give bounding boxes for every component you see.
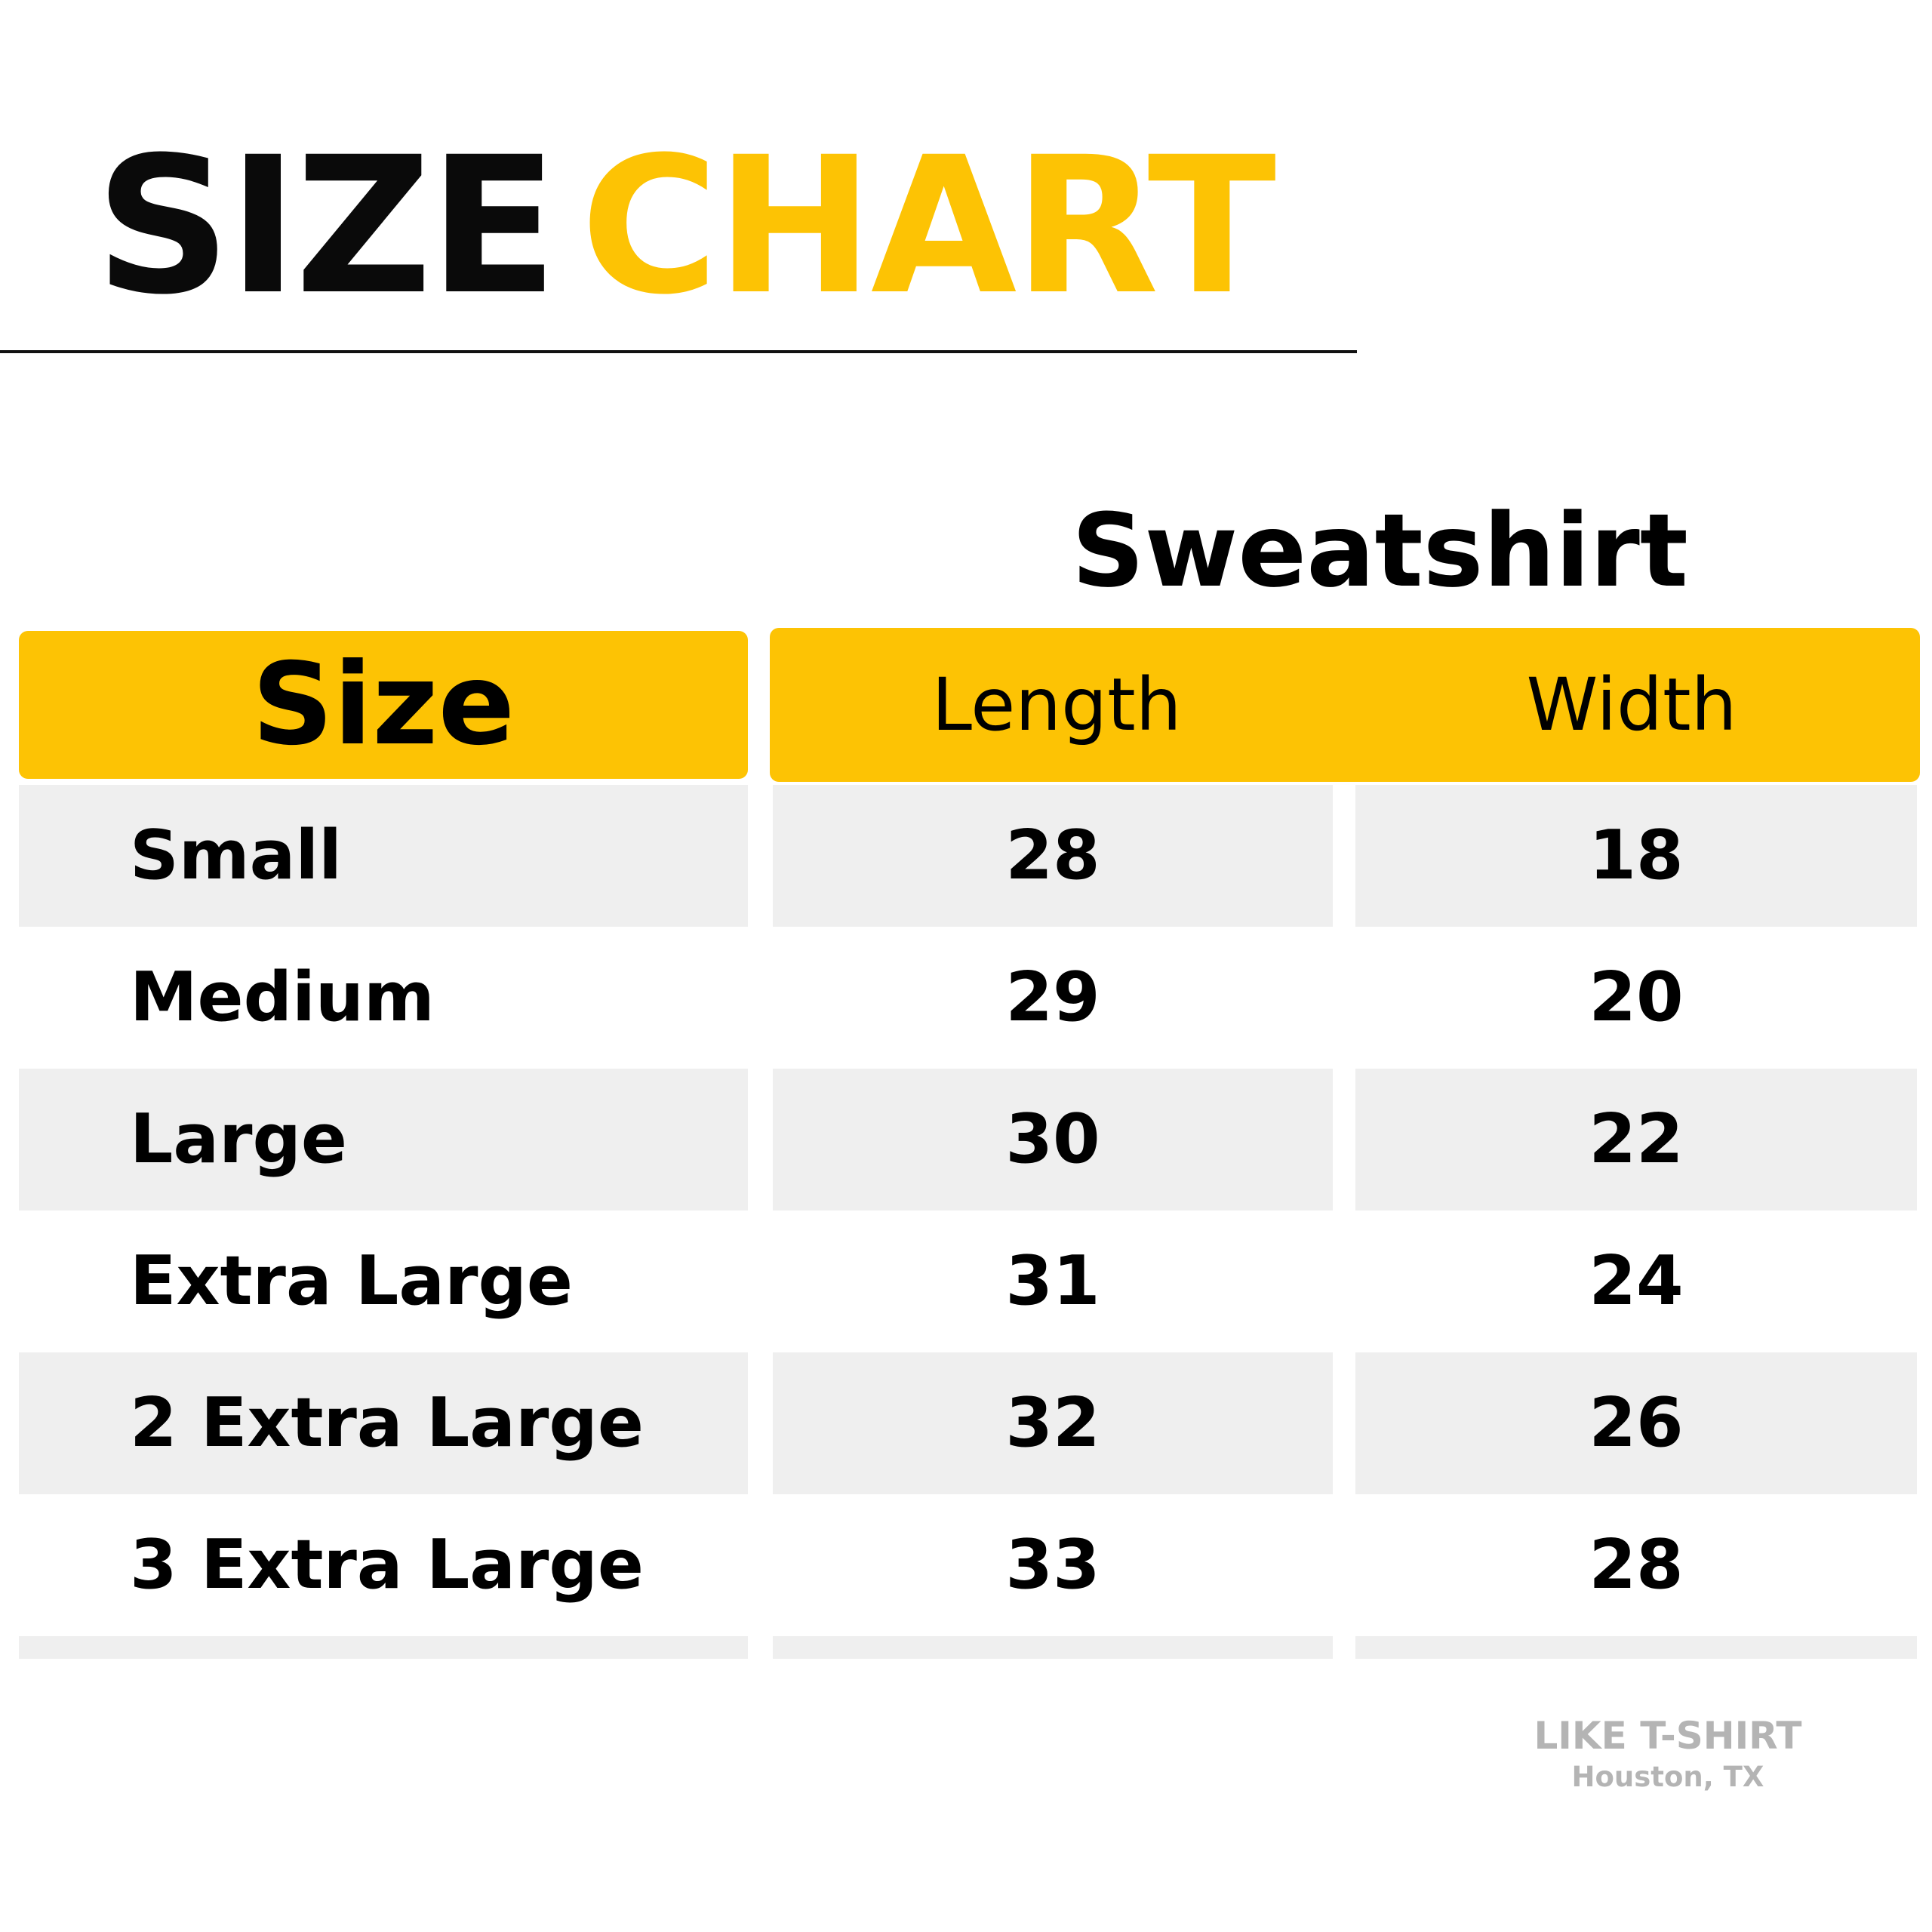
row-size-label: 2 Extra Large: [19, 1352, 748, 1494]
row-size-label: Medium: [130, 958, 435, 1037]
width-column-header: Width: [1526, 663, 1737, 747]
size-column-header: Size: [19, 631, 748, 779]
row-length-value: 32: [773, 1352, 1333, 1494]
row-size-label: Small: [19, 785, 748, 927]
row-width-value: 20: [1589, 958, 1684, 1037]
row-width-value: 28: [1589, 1525, 1684, 1604]
row-width-value: 24: [1589, 1241, 1684, 1321]
row-length-value: 30: [773, 1069, 1333, 1211]
footer-location: Houston, TX: [1571, 1761, 1764, 1793]
row-length-value: 33: [1005, 1525, 1100, 1604]
row-size-label: Extra Large: [130, 1241, 573, 1321]
size-header-label: Size: [251, 639, 515, 771]
row-width-value: 18: [1355, 785, 1917, 927]
row-size-label: Large: [19, 1069, 748, 1211]
row-length-value: 28: [773, 785, 1333, 927]
page-title: SIZE CHART: [95, 128, 1276, 325]
table-bottom-stripe: [1355, 1636, 1917, 1659]
measurements-header: Length Width: [770, 628, 1920, 782]
table-bottom-stripe: [19, 1636, 748, 1659]
row-width-value: 22: [1355, 1069, 1917, 1211]
product-heading: Sweatshirt: [770, 483, 1932, 619]
row-width-value: 26: [1355, 1352, 1917, 1494]
table-bottom-stripe: [773, 1636, 1333, 1659]
row-size-label: 3 Extra Large: [130, 1525, 644, 1604]
title-word-size: SIZE: [95, 116, 558, 336]
title-divider: [0, 350, 1357, 353]
row-length-value: 29: [1005, 958, 1100, 1037]
row-length-value: 31: [1005, 1241, 1100, 1321]
length-column-header: Length: [931, 663, 1182, 747]
title-word-chart: CHART: [580, 116, 1276, 336]
footer-brand: LIKE T-SHIRT: [1534, 1714, 1802, 1758]
product-name: Sweatshirt: [1072, 492, 1688, 610]
